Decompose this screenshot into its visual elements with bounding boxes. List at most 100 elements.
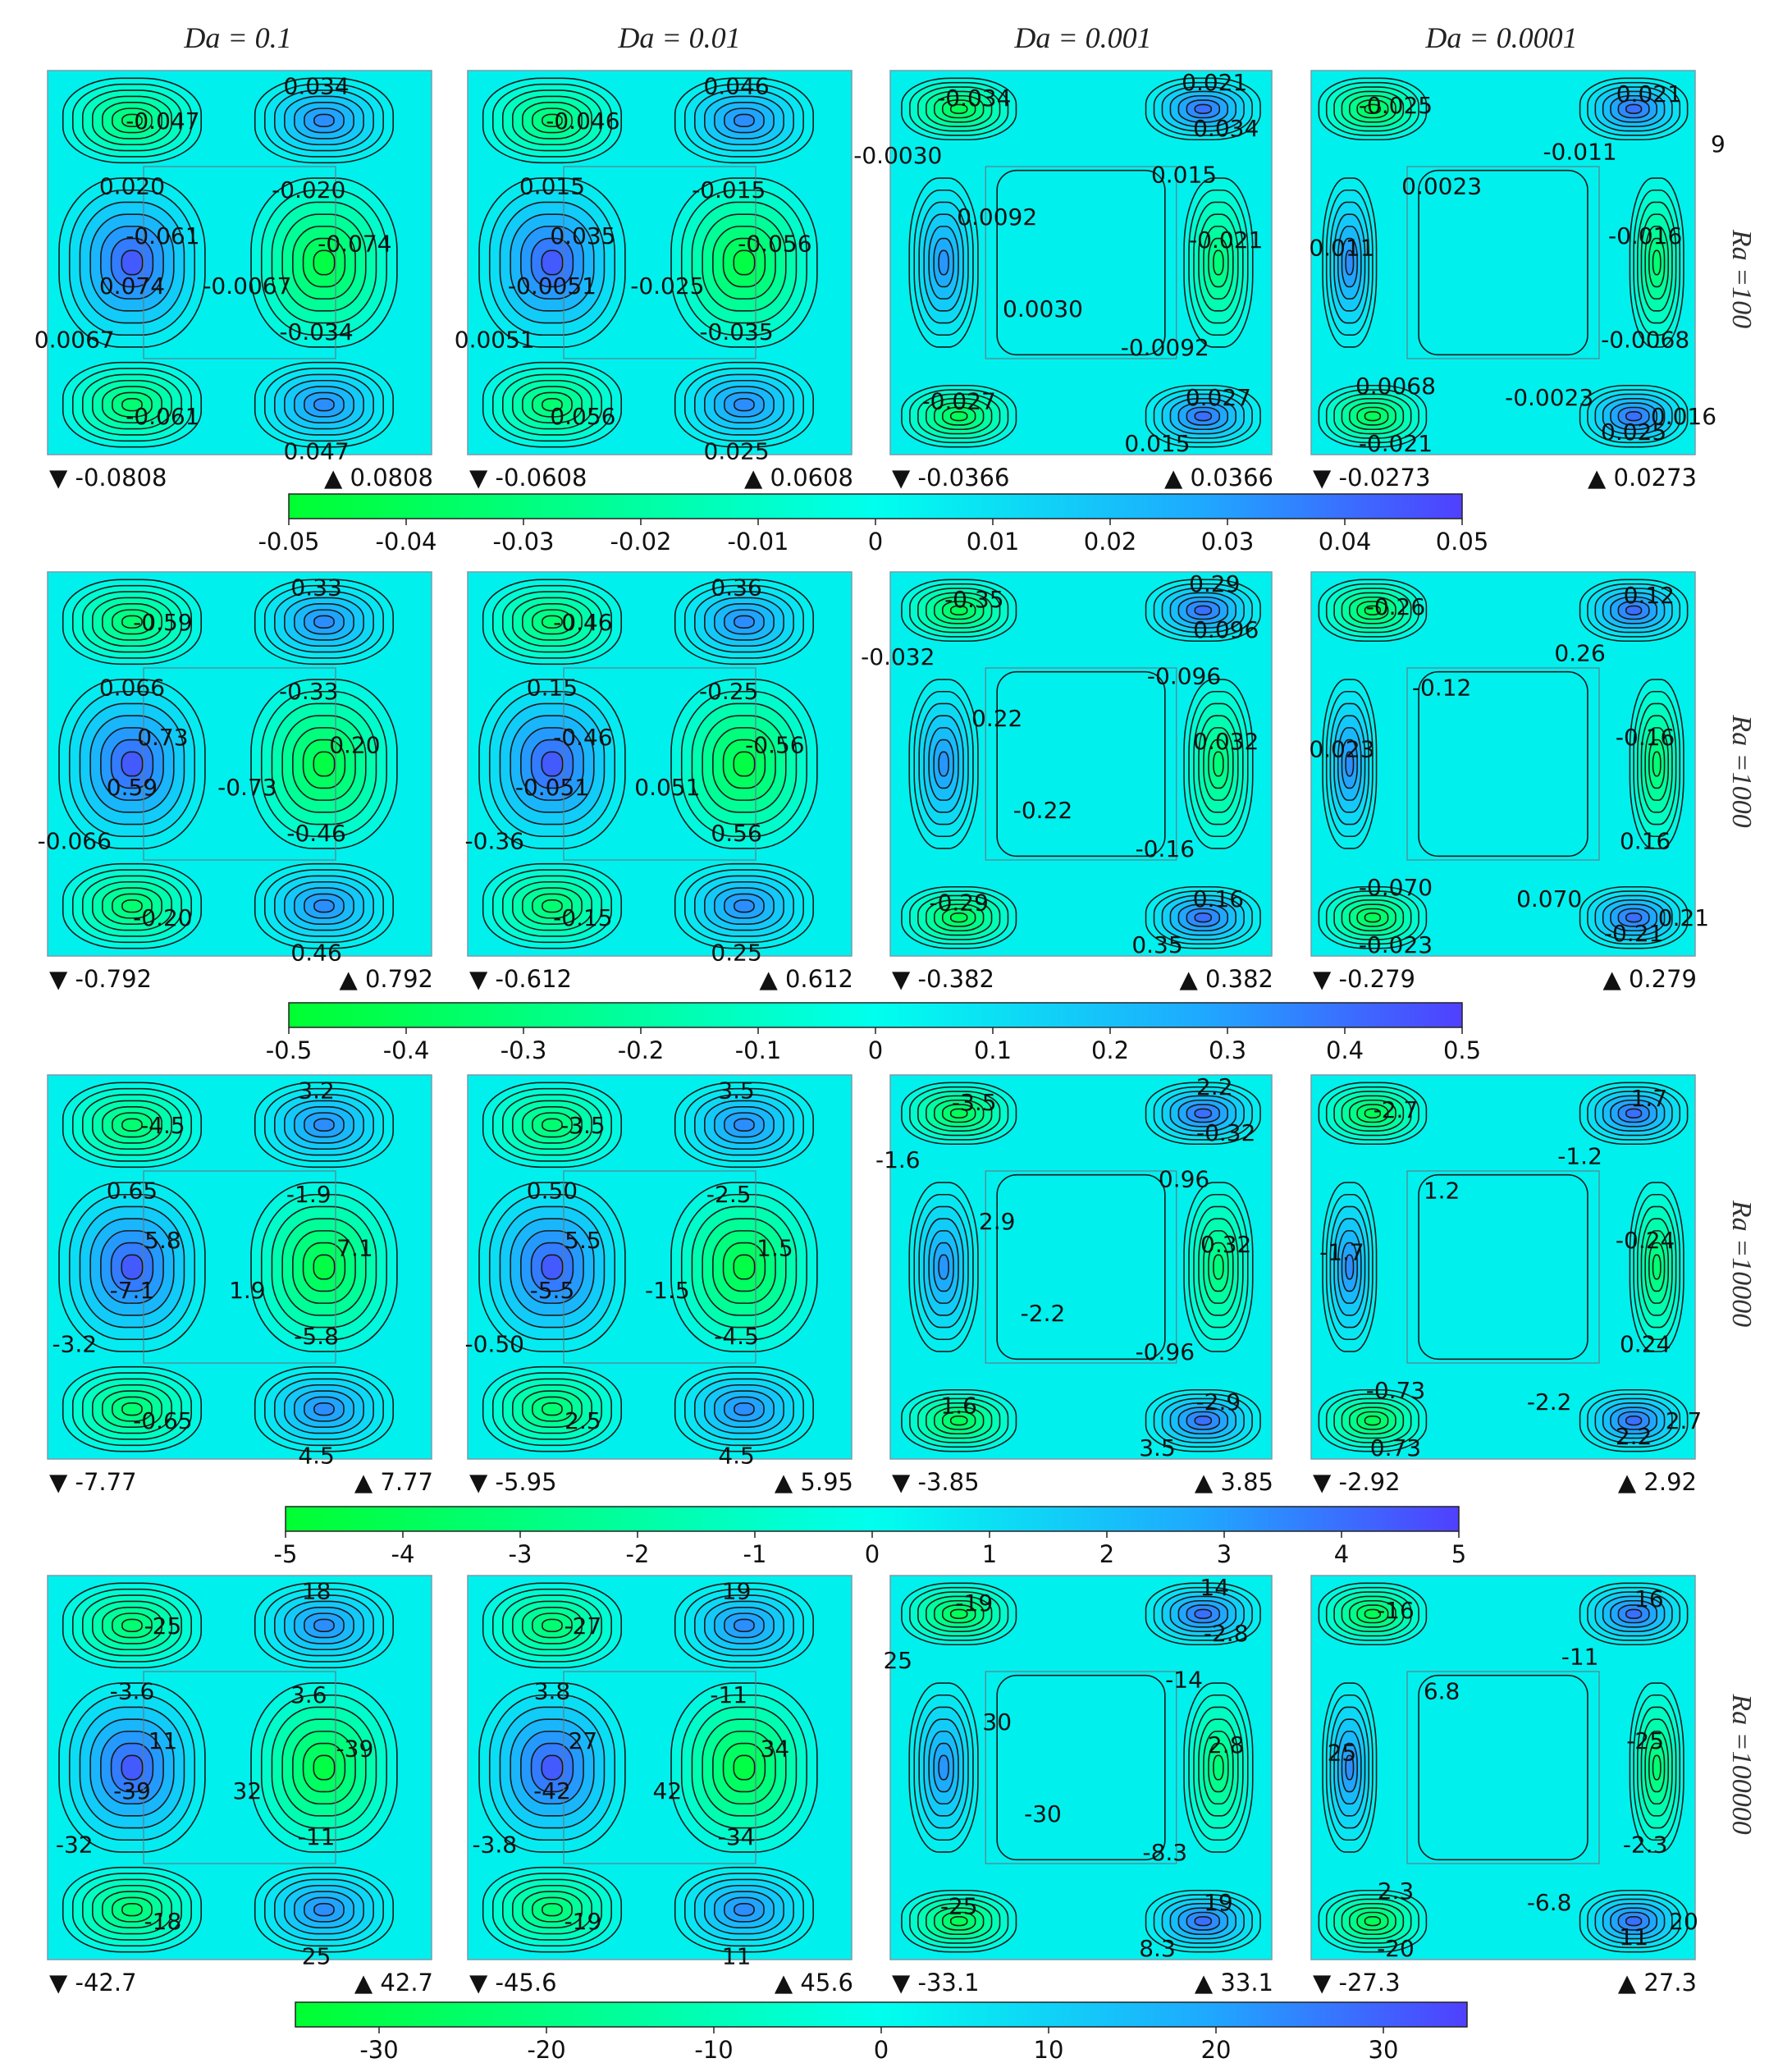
contour-label: -42: [533, 1777, 571, 1804]
contour-label: 25: [1328, 1739, 1357, 1766]
contour-line: [1364, 1608, 1382, 1619]
contour-line: [1213, 1254, 1224, 1280]
contour-label: -0.16: [1616, 724, 1675, 751]
contour-label: 0.56: [711, 820, 761, 847]
contour-label: 0.96: [1159, 1165, 1209, 1192]
colorbar-tick-label: -0.1: [735, 1036, 782, 1064]
contour-label: 0.021: [1182, 69, 1247, 96]
contour-label: -0.46: [553, 724, 612, 751]
contour-line: [313, 751, 336, 777]
porous-block-outline: [1406, 1170, 1600, 1364]
contour-line: [542, 1618, 563, 1632]
contour-label: -0.0092: [1121, 334, 1209, 361]
contour-line: [1652, 249, 1662, 276]
contour-line: [313, 1402, 335, 1416]
contour-label: -0.032: [861, 643, 935, 670]
row-label-ra-1000: Ra =1000: [1726, 714, 1757, 827]
contour-label: 0.020: [99, 172, 165, 199]
colorbar-tick-label: -20: [527, 2036, 565, 2064]
porous-block-outline: [563, 1170, 757, 1364]
contour-label: -3.5: [952, 1089, 997, 1116]
contour-line: [541, 1754, 564, 1781]
contour-label: 2.7: [1666, 1407, 1703, 1434]
contour-line: [121, 1754, 144, 1781]
contour-line: [313, 249, 336, 276]
contour-label: 0.73: [137, 724, 188, 751]
contour-label: -1.7: [1319, 1238, 1364, 1265]
contour-label: 0.0067: [34, 327, 115, 354]
contour-label: 0.074: [99, 272, 165, 300]
contour-line: [1194, 411, 1213, 422]
colorbar: -0.5 -0.4 -0.3 -0.2 -0.1 0 0.1 0.2 0.3 0.4 0.5: [266, 1002, 1481, 1064]
contour-label: 1.9: [229, 1277, 266, 1304]
contour-label: -27: [565, 1612, 602, 1640]
contour-line: [734, 113, 755, 127]
contour-label: -0.0023: [1505, 384, 1593, 411]
contour-label: -0.0030: [853, 142, 942, 169]
contour-label: 1.7: [1631, 1085, 1668, 1112]
contour-line: [1194, 605, 1213, 615]
contour-label: -0.21: [1604, 920, 1663, 947]
max-marker-label: ▲ 0.612: [759, 965, 853, 993]
max-marker-label: ▲ 0.792: [339, 965, 433, 993]
colorbar-tick-label: 0.01: [967, 528, 1020, 556]
porous-block-outline: [563, 166, 757, 359]
contour-label: 0.051: [634, 774, 700, 801]
contour-panel: -0.034 0.021 0.034 -0.0030 0.015 0.0092 0.0030…: [853, 69, 1273, 492]
contour-line: [541, 1254, 564, 1280]
contour-label: 3.8: [534, 1677, 571, 1704]
inner-block-contour: [996, 169, 1166, 356]
contour-label: 0.20: [329, 732, 380, 759]
contour-label: 0.023: [1309, 735, 1374, 762]
contour-label: -11: [710, 1681, 747, 1708]
contour-label: 18: [302, 1578, 331, 1605]
contour-label: -0.65: [133, 1407, 192, 1434]
colorbar-tick-label: -0.02: [610, 528, 671, 556]
contour-panel: -0.35 0.29 0.096 -0.032 -0.096 0.22 -0.22 0.032…: [861, 570, 1273, 993]
contour-panel: -27 19 3.8 -11 27 34 -42 42 -3.8 -34 -19 11 ▼ -45.6 ▲…: [467, 1575, 853, 1997]
porous-block-outline: [985, 1671, 1177, 1864]
contour-label: -2.9: [1196, 1388, 1241, 1416]
contour-label: 0.066: [99, 674, 165, 701]
contour-label: 0.021: [1616, 80, 1682, 107]
contour-label: 0.035: [550, 222, 615, 249]
contour-line: [1345, 249, 1355, 276]
contour-label: -0.0067: [203, 272, 291, 300]
inner-block-contour: [996, 1173, 1166, 1361]
colorbar-tick-label: -0.04: [375, 528, 437, 556]
contour-label: 19: [722, 1578, 752, 1605]
contour-line: [1194, 1916, 1213, 1927]
contour-label: 1.2: [1424, 1177, 1460, 1204]
contour-label: -14: [1165, 1666, 1203, 1693]
porous-block-outline: [143, 667, 336, 861]
contour-label: -0.034: [279, 318, 353, 345]
contour-line: [1194, 1608, 1213, 1619]
contour-label: -0.50: [465, 1331, 524, 1358]
contour-line: [734, 1618, 755, 1632]
max-marker-label: ▲ 0.382: [1179, 965, 1273, 993]
contour-line: [734, 1118, 755, 1132]
max-marker-label: ▲ 0.0366: [1164, 464, 1273, 492]
contour-label: -0.96: [1136, 1338, 1195, 1365]
max-marker-label: ▲ 27.3: [1618, 1969, 1697, 1997]
contour-label: -32: [56, 1832, 94, 1859]
contour-line: [1652, 1754, 1662, 1781]
contour-label: -0.0068: [1601, 327, 1689, 354]
contour-label: 0.032: [1193, 728, 1259, 755]
contour-label: -3.2: [52, 1331, 97, 1358]
contour-label: 0.0023: [1401, 172, 1482, 199]
contour-panel: -16 16 -11 6.8 25 -25 -2.3 2.3 -6.8 -20 11 20 ▼ -27.…: [1310, 1575, 1698, 1997]
colorbar-tick-label: -0.4: [383, 1036, 430, 1064]
porous-block-outline: [985, 667, 1177, 861]
inner-block-contour: [996, 1674, 1166, 1861]
colorbar-tick-label: 3: [1217, 1540, 1232, 1568]
max-marker-label: ▲ 2.92: [1618, 1468, 1697, 1496]
min-marker-label: ▼ -45.6: [469, 1969, 557, 1997]
porous-block-outline: [563, 1671, 757, 1864]
min-marker-label: ▼ -0.382: [892, 965, 994, 993]
contour-label: -4.5: [140, 1112, 185, 1139]
colorbar-tick-label: -0.2: [618, 1036, 665, 1064]
contour-line: [542, 398, 563, 412]
contour-line: [121, 1402, 143, 1416]
